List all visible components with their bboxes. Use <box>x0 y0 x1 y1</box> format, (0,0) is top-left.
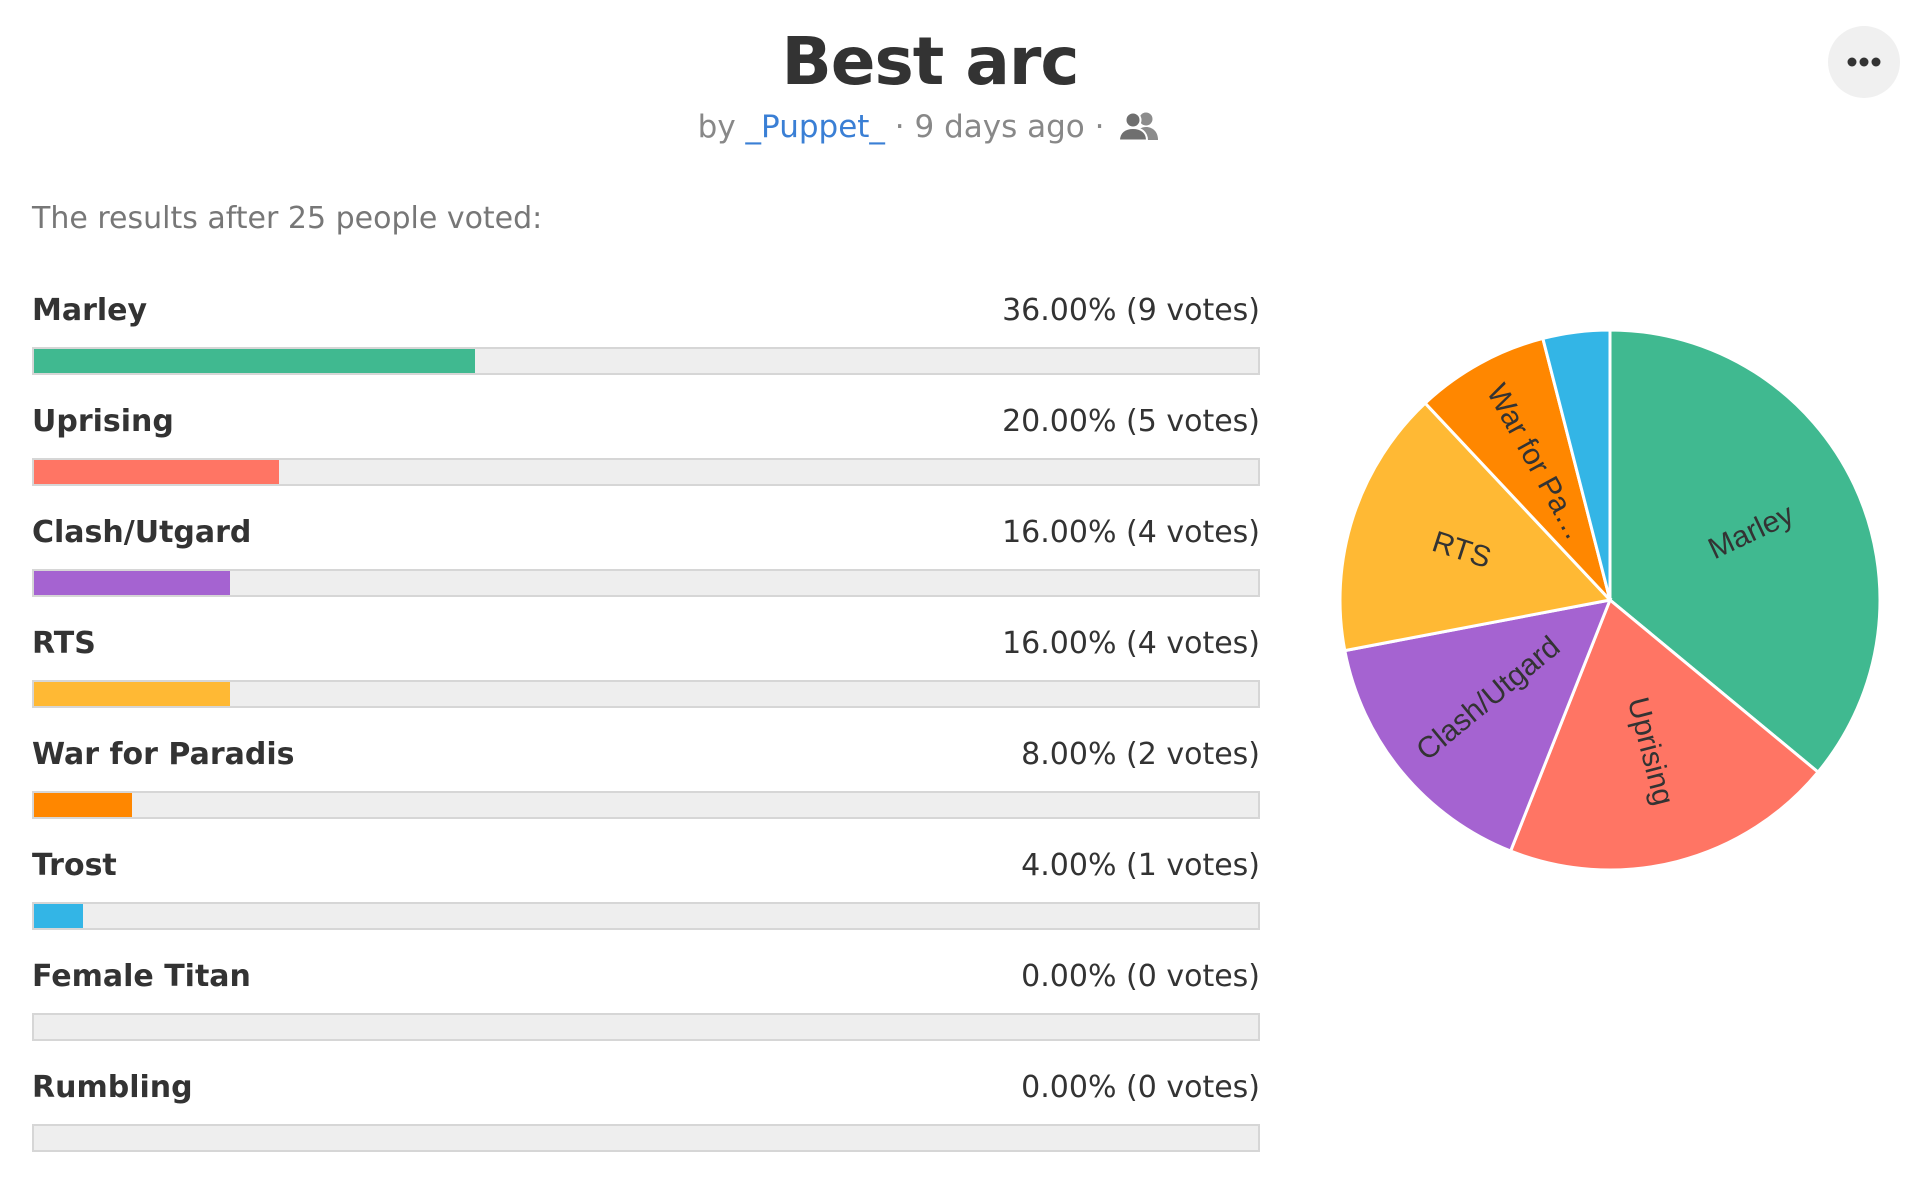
option-result: 8.00% (2 votes) <box>1021 737 1260 772</box>
result-row: RTS 16.00% (4 votes) <box>32 623 1260 734</box>
option-result: 0.00% (0 votes) <box>1021 959 1260 994</box>
option-result: 4.00% (1 votes) <box>1021 848 1260 883</box>
result-bar <box>34 682 230 706</box>
pie-slice <box>1338 401 1613 653</box>
option-result: 36.00% (9 votes) <box>1002 293 1260 328</box>
option-result: 16.00% (4 votes) <box>1002 626 1260 661</box>
option-result: 0.00% (0 votes) <box>1021 1070 1260 1105</box>
option-label: Trost <box>32 848 117 883</box>
option-label: RTS <box>32 626 96 661</box>
people-icon <box>1118 109 1162 153</box>
option-label: War for Paradis <box>32 737 295 772</box>
result-bar-track <box>32 569 1260 597</box>
author-link[interactable]: _Puppet_ <box>745 109 885 145</box>
result-row: Marley 36.00% (9 votes) <box>32 290 1260 401</box>
result-bar <box>34 460 279 484</box>
option-label: Marley <box>32 293 148 328</box>
byline-separator: · <box>894 109 905 145</box>
option-label: Female Titan <box>32 959 251 994</box>
byline-prefix: by <box>697 109 736 145</box>
poll-title: Best arc <box>781 23 1079 100</box>
result-bar-track <box>32 680 1260 708</box>
option-label: Rumbling <box>32 1070 193 1105</box>
byline-separator: · <box>1094 109 1105 145</box>
poll-byline: by _Puppet_ · 9 days ago · <box>0 105 1860 153</box>
option-result: 16.00% (4 votes) <box>1002 515 1260 550</box>
result-row: Clash/Utgard 16.00% (4 votes) <box>32 512 1260 623</box>
pie-slice <box>1608 328 1882 775</box>
result-bar <box>34 904 83 928</box>
result-row: Rumbling 0.00% (0 votes) <box>32 1067 1260 1178</box>
result-bar <box>34 349 475 373</box>
results-pie-chart: Marley Uprising Clash/Utgard RTS War for Pa… <box>1330 320 1890 880</box>
pie-slice <box>1343 598 1613 853</box>
result-bar-track <box>32 1013 1260 1041</box>
option-label: Uprising <box>32 404 174 439</box>
more-horizontal-icon <box>1846 53 1882 72</box>
result-bar-track <box>32 1124 1260 1152</box>
result-row: Female Titan 0.00% (0 votes) <box>32 956 1260 1067</box>
result-row: War for Paradis 8.00% (2 votes) <box>32 734 1260 845</box>
post-age: 9 days ago <box>914 109 1085 145</box>
option-label: Clash/Utgard <box>32 515 252 550</box>
pie-slice <box>1508 597 1821 872</box>
results-list: Marley 36.00% (9 votes) Uprising 20.00% (5 … <box>32 290 1260 1178</box>
pie-slice <box>1423 336 1612 602</box>
result-row: Uprising 20.00% (5 votes) <box>32 401 1260 512</box>
pie-slice <box>1541 328 1612 601</box>
result-bar <box>34 571 230 595</box>
result-bar-track <box>32 458 1260 486</box>
result-row: Trost 4.00% (1 votes) <box>32 845 1260 956</box>
result-bar-track <box>32 347 1260 375</box>
result-bar-track <box>32 791 1260 819</box>
option-result: 20.00% (5 votes) <box>1002 404 1260 439</box>
result-bar-track <box>32 902 1260 930</box>
results-summary: The results after 25 people voted: <box>32 201 543 236</box>
more-options-button[interactable] <box>1828 26 1900 98</box>
result-bar <box>34 793 132 817</box>
